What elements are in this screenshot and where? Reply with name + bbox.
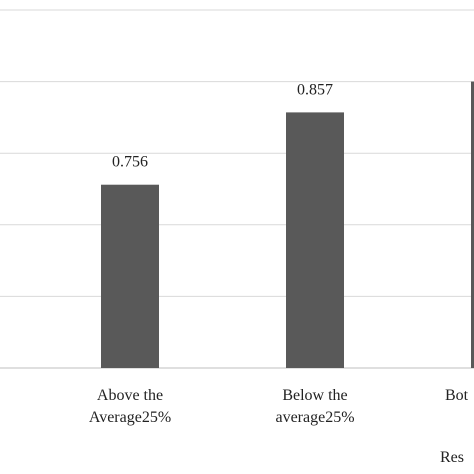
bar [471, 81, 474, 368]
bar [286, 112, 344, 368]
x-tick-label: Above the Average25% [89, 387, 171, 426]
data-label: 0.857 [297, 81, 333, 98]
bar [101, 184, 159, 368]
x-tick-label: Bot [445, 387, 469, 404]
x-tick-label: Below the average25% [275, 387, 354, 426]
x-axis-title: Res [440, 449, 464, 466]
data-label: 0.756 [112, 154, 148, 171]
